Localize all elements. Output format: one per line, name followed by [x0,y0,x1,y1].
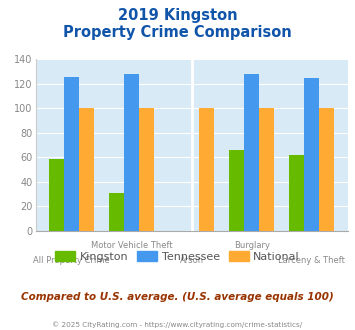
Text: Compared to U.S. average. (U.S. average equals 100): Compared to U.S. average. (U.S. average … [21,292,334,302]
Text: © 2025 CityRating.com - https://www.cityrating.com/crime-statistics/: © 2025 CityRating.com - https://www.city… [53,322,302,328]
Bar [304,78,320,231]
Bar [320,109,334,231]
Text: All Property Crime: All Property Crime [33,256,110,265]
Bar [199,109,214,231]
Bar [109,193,124,231]
Bar [229,150,244,231]
Legend: Kingston, Tennessee, National: Kingston, Tennessee, National [51,247,304,267]
Bar [124,74,139,231]
Bar [244,74,259,231]
Text: Arson: Arson [180,256,204,265]
Text: Larceny & Theft: Larceny & Theft [278,256,345,265]
Bar [79,109,94,231]
Text: Burglary: Burglary [234,241,270,250]
Bar [64,77,79,231]
Text: Property Crime Comparison: Property Crime Comparison [63,25,292,40]
Bar [139,109,154,231]
Bar [49,159,64,231]
Bar [289,155,304,231]
Text: Motor Vehicle Theft: Motor Vehicle Theft [91,241,173,250]
Bar [259,109,274,231]
Text: 2019 Kingston: 2019 Kingston [118,8,237,23]
